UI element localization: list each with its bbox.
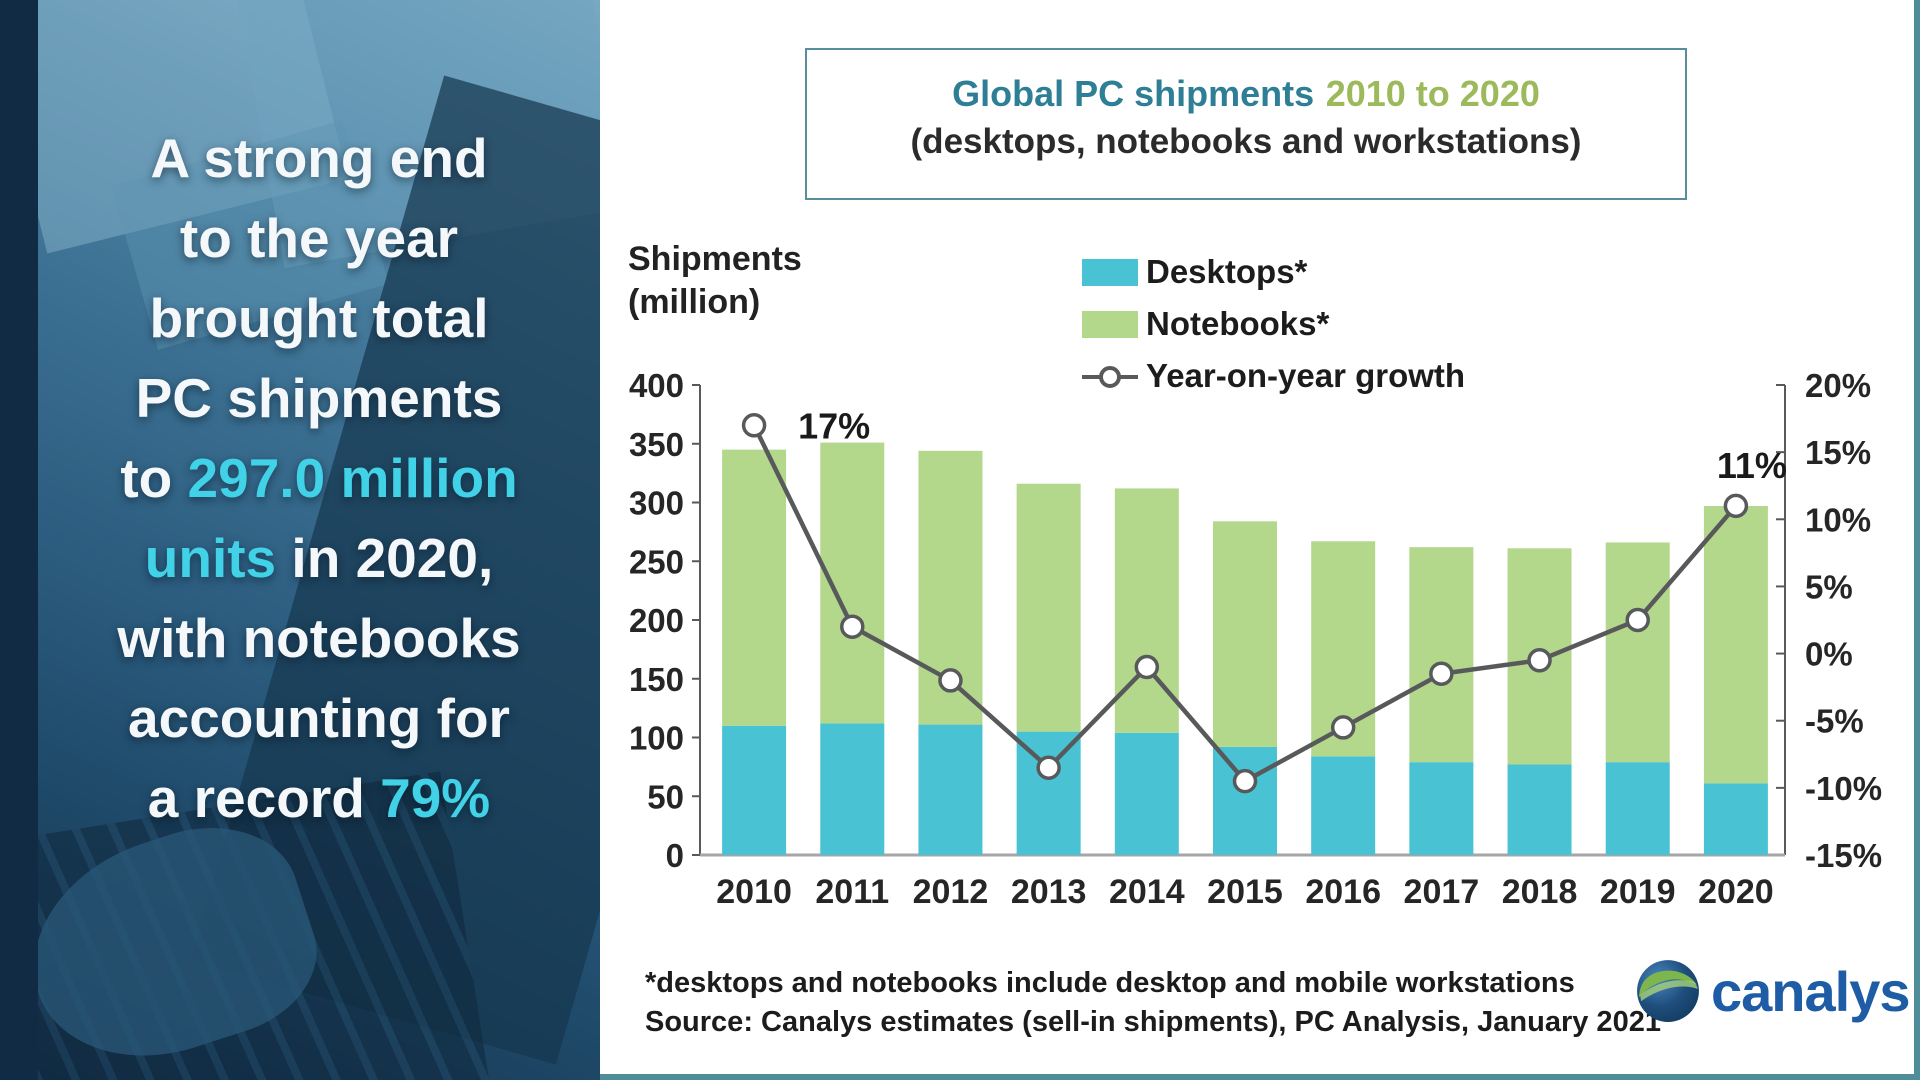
legend: Desktops* Notebooks* Year-on-year growth — [1082, 246, 1465, 402]
left-axis-tick-label-300: 300 — [629, 485, 684, 522]
growth-marker-2016 — [1330, 715, 1356, 740]
left-axis-tick-label-350: 350 — [629, 426, 684, 463]
right-axis-tick-label-10: 10% — [1805, 501, 1871, 538]
footnotes: *desktops and notebooks include desktop … — [645, 964, 1661, 1042]
x-axis-label-2018: 2018 — [1502, 873, 1578, 911]
left-axis-tick-label-200: 200 — [629, 602, 684, 639]
right-axis-tick-label--5: -5% — [1805, 703, 1864, 740]
legend-label-notebooks: Notebooks* — [1146, 305, 1330, 342]
bar-desktops-2019 — [1605, 762, 1670, 855]
headline-line: brought total — [149, 287, 489, 349]
chart-subtitle: (desktops, notebooks and workstations) — [910, 122, 1582, 161]
growth-marker-2013 — [1036, 755, 1061, 780]
left-axis-tick-label-150: 150 — [629, 661, 684, 698]
headline-line: to 297.0 million — [120, 447, 518, 509]
bar-desktops-2016 — [1311, 756, 1376, 855]
growth-marker-2012 — [938, 668, 963, 693]
bar-notebooks-2017 — [1409, 547, 1474, 763]
notebooks-swatch-icon — [1082, 310, 1138, 338]
headline-line: to the year — [179, 207, 459, 269]
right-axis-tick-label-5: 5% — [1805, 568, 1853, 605]
bar-desktops-2012 — [918, 724, 983, 855]
legend-label-desktops: Desktops* — [1146, 253, 1308, 290]
bar-notebooks-2020 — [1703, 506, 1768, 784]
left-axis-tick-label-50: 50 — [647, 778, 684, 815]
headline-line: A strong end — [150, 127, 488, 189]
legend-item-desktops: Desktops* — [1082, 246, 1465, 298]
chart-title-main: Global PC shipments — [952, 73, 1315, 114]
x-axis-label-2017: 2017 — [1404, 873, 1480, 911]
canalys-logo-text: canalys — [1711, 959, 1910, 1023]
headline-line: accounting for — [128, 687, 510, 749]
growth-marker-2011 — [840, 614, 865, 639]
bar-desktops-2018 — [1507, 764, 1572, 855]
left-axis-title: Shipments (million) — [628, 238, 802, 324]
bar-desktops-2014 — [1114, 732, 1179, 855]
x-axis-label-2011: 2011 — [815, 873, 889, 911]
growth-marker-2017 — [1429, 661, 1454, 686]
shipments-chart: 400 350 300 250 200 150 100 50 0 20% 15% 10% 5% 0% -5%… — [629, 367, 1882, 911]
legend-label-growth: Year-on-year growth — [1146, 357, 1466, 394]
right-axis-tick-label--15: -15% — [1805, 837, 1882, 874]
chart-title-years: 2010 to 2020 — [1325, 73, 1540, 114]
x-axis-label-2020: 2020 — [1698, 873, 1774, 911]
growth-marker-2014 — [1134, 654, 1160, 680]
annotation-2020: 11% — [1717, 445, 1787, 486]
annotation-2010: 17% — [798, 405, 870, 446]
left-axis-tick-label-400: 400 — [629, 367, 684, 404]
canalys-logo: canalys — [1635, 958, 1910, 1024]
bar-notebooks-2015 — [1213, 521, 1277, 747]
x-axis-label-2014: 2014 — [1109, 873, 1185, 911]
x-axis-label-2010: 2010 — [716, 873, 792, 911]
growth-marker-2020 — [1723, 493, 1749, 519]
headline-line: units in 2020, — [144, 527, 494, 589]
bar-desktops-2011 — [820, 723, 885, 855]
headline-line: a record 79% — [147, 767, 491, 829]
bar-notebooks-2013 — [1016, 483, 1081, 732]
growth-marker-2018 — [1527, 648, 1552, 673]
desktops-swatch-icon — [1082, 258, 1138, 286]
x-axis-label-2013: 2013 — [1011, 873, 1087, 911]
bar-desktops-2010 — [722, 725, 787, 855]
left-axis-title-line1: Shipments — [628, 240, 802, 278]
right-axis-tick-label--10: -10% — [1805, 770, 1882, 807]
growth-marker-2015 — [1232, 768, 1258, 794]
bottom-border — [600, 1074, 1920, 1080]
bar-desktops-2013 — [1016, 731, 1081, 855]
bar-desktops-2015 — [1213, 746, 1277, 855]
bar-desktops-2020 — [1703, 783, 1768, 855]
chart-panel: Global PC shipments 2010 to 2020 (desktop… — [600, 0, 1920, 1080]
bar-desktops-2017 — [1409, 762, 1474, 855]
headline-line: with notebooks — [117, 607, 521, 669]
left-axis-title-line2: (million) — [628, 283, 761, 321]
left-axis-tick-label-0: 0 — [666, 837, 684, 874]
headline-line: PC shipments — [135, 367, 503, 429]
right-axis-tick-label-0: 0% — [1805, 636, 1853, 673]
headline: A strong end to the year brought total PC s… — [38, 118, 600, 838]
left-axis-tick-label-250: 250 — [629, 543, 684, 580]
photo-background — [0, 0, 600, 1080]
right-border — [1914, 0, 1920, 1080]
chart-title-box: Global PC shipments 2010 to 2020 (desktop… — [805, 48, 1687, 200]
legend-item-notebooks: Notebooks* — [1082, 298, 1465, 350]
right-axis-tick-label-20: 20% — [1805, 367, 1871, 404]
left-axis-tick-label-100: 100 — [629, 720, 684, 757]
growth-marker-2019 — [1625, 607, 1650, 633]
x-axis-label-2019: 2019 — [1600, 873, 1676, 911]
chart-title: Global PC shipments 2010 to 2020 — [807, 70, 1685, 118]
x-axis-label-2016: 2016 — [1305, 873, 1381, 911]
legend-item-growth: Year-on-year growth — [1082, 350, 1465, 402]
footnote-asterisk: *desktops and notebooks include desktop … — [645, 967, 1575, 999]
x-axis-label-2015: 2015 — [1207, 873, 1283, 911]
bar-notebooks-2019 — [1605, 542, 1670, 763]
footnote-source: Source: Canalys estimates (sell-in shipm… — [645, 1006, 1661, 1038]
bar-notebooks-2010 — [722, 449, 787, 726]
canalys-globe-icon — [1637, 960, 1699, 1022]
growth-marker-2010 — [741, 413, 767, 438]
growth-line-swatch-icon — [1082, 363, 1138, 390]
x-axis-label-2012: 2012 — [913, 873, 989, 911]
left-accent-bar — [0, 0, 38, 1080]
right-axis-tick-label-15: 15% — [1805, 434, 1871, 471]
